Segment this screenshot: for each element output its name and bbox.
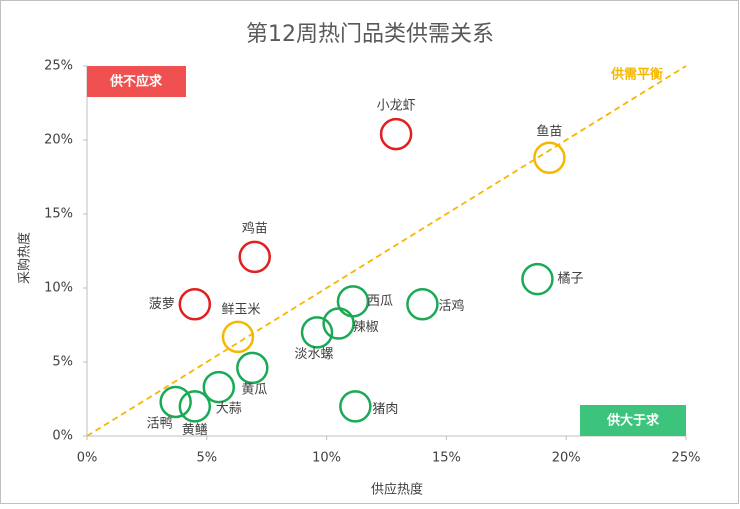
- point-label: 活鸭: [147, 416, 173, 431]
- point: [236, 351, 269, 385]
- balance-line: [86, 65, 687, 437]
- point: [202, 370, 236, 404]
- point-label: 西瓜: [367, 294, 393, 309]
- y-tick-label: 0%: [52, 429, 73, 444]
- y-tick-label: 15%: [44, 207, 73, 222]
- x-tick-label: 5%: [196, 451, 217, 466]
- point-label: 小龙虾: [377, 99, 416, 114]
- point: [322, 307, 355, 340]
- x-tick-label: 15%: [432, 451, 461, 466]
- surplus-label: 供大于求: [606, 413, 660, 429]
- y-tick-label: 25%: [44, 59, 73, 74]
- x-tick-label: 0%: [77, 451, 98, 466]
- point-label: 大蒜: [216, 402, 242, 417]
- y-tick-label: 20%: [44, 133, 73, 148]
- chart-title: 第12周热门品类供需关系: [246, 22, 494, 47]
- point-label: 橘子: [557, 271, 583, 287]
- point: [159, 385, 192, 419]
- point: [221, 320, 255, 354]
- point-label: 辣椒: [353, 320, 379, 335]
- point: [379, 117, 413, 151]
- y-axis-title: 采购热度: [17, 232, 33, 284]
- point-label: 黄瓜: [241, 382, 267, 397]
- x-axis-title: 供应热度: [371, 482, 423, 498]
- point-label: 菠萝: [149, 297, 175, 312]
- y-tick-label: 5%: [52, 355, 73, 370]
- point: [300, 316, 334, 349]
- point: [406, 288, 439, 321]
- balance-label: 供需平衡: [610, 67, 663, 83]
- x-tick-label: 20%: [552, 451, 581, 466]
- point: [533, 141, 566, 175]
- y-tick-label: 10%: [44, 281, 73, 296]
- point: [178, 390, 212, 423]
- point-label: 鸡苗: [242, 220, 268, 236]
- point-label: 淡水螺: [295, 347, 334, 362]
- shortage-label: 供不应求: [109, 74, 163, 90]
- point-label: 鲜玉米: [221, 302, 260, 317]
- point-label: 活鸡: [438, 298, 464, 314]
- point: [238, 240, 271, 274]
- point: [178, 288, 212, 321]
- x-tick-label: 10%: [312, 451, 341, 466]
- point: [339, 390, 372, 423]
- point-label: 黄鳝: [182, 422, 208, 438]
- point-label: 猪肉: [372, 402, 398, 417]
- point: [521, 262, 554, 296]
- x-tick-label: 25%: [672, 451, 701, 466]
- shortage-box: [87, 66, 186, 97]
- surplus-box: [580, 405, 686, 436]
- point-label: 鱼苗: [536, 123, 562, 139]
